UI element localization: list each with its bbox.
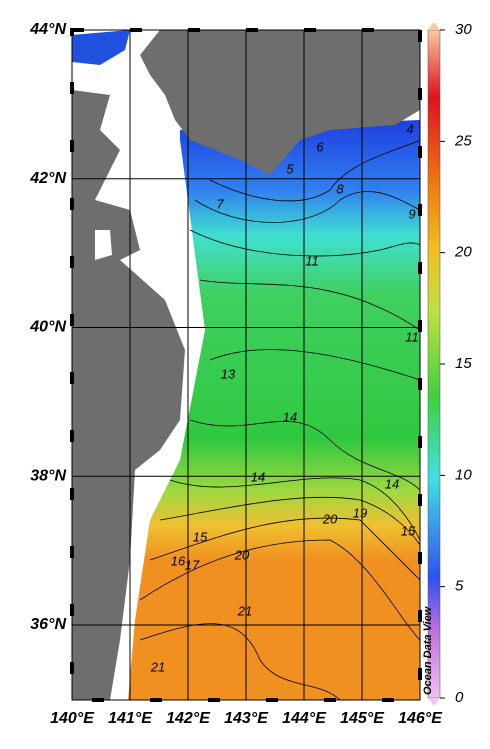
contour-label: 20 <box>234 547 250 562</box>
lat-label: 36°N <box>30 616 66 633</box>
lat-label: 40°N <box>29 319 66 336</box>
contour-label: 4 <box>406 121 413 136</box>
colorbar-label: 0 <box>455 689 464 706</box>
contour-label: 13 <box>221 366 236 381</box>
watermark: Ocean Data View <box>422 605 434 695</box>
lon-label: 140°E <box>50 710 95 727</box>
lon-label: 144°E <box>282 710 327 727</box>
contour-label: 16 <box>171 553 186 568</box>
contour-label: 11 <box>305 253 319 268</box>
lon-label: 145°E <box>340 710 385 727</box>
colorbar <box>427 29 441 699</box>
graticule <box>72 30 420 700</box>
contour-label: 14 <box>251 469 265 484</box>
colorbar-label: 5 <box>455 578 464 595</box>
colorbar-label: 15 <box>455 355 472 372</box>
contour-label: 15 <box>401 523 416 538</box>
land <box>140 30 420 175</box>
contour-label: 19 <box>353 505 367 520</box>
contour-label: 9 <box>408 206 415 221</box>
contour-label: 8 <box>336 181 344 196</box>
contour-label: 11 <box>405 329 419 344</box>
ocean-field <box>128 120 420 700</box>
ocean-field <box>72 30 130 65</box>
colorbar-cap <box>428 22 440 30</box>
colorbar-label: 20 <box>454 244 472 261</box>
contour-label: 7 <box>216 196 224 211</box>
contour-label: 15 <box>193 529 208 544</box>
lat-label: 38°N <box>30 467 66 484</box>
contour-label: 21 <box>237 603 252 618</box>
contour-label: 14 <box>283 409 297 424</box>
lat-label: 44°N <box>29 21 66 38</box>
lake <box>95 230 112 260</box>
contour-label: 17 <box>185 557 200 572</box>
colorbar-label: 10 <box>455 466 472 483</box>
frame <box>71 29 421 701</box>
contours <box>139 139 420 700</box>
lat-label: 42°N <box>29 170 66 187</box>
lon-label: 141°E <box>108 710 153 727</box>
contour-label: 6 <box>316 139 324 154</box>
contour-label: 5 <box>286 161 294 176</box>
contour-label: 14 <box>385 476 399 491</box>
colorbar-label: 30 <box>455 21 472 38</box>
lon-label: 142°E <box>166 710 211 727</box>
colorbar-cap <box>428 698 440 706</box>
lon-label: 146°E <box>398 710 443 727</box>
contour-label: 20 <box>322 511 338 526</box>
colorbar-label: 25 <box>454 132 472 149</box>
contour-label: 21 <box>150 659 165 674</box>
lon-label: 143°E <box>224 710 269 727</box>
